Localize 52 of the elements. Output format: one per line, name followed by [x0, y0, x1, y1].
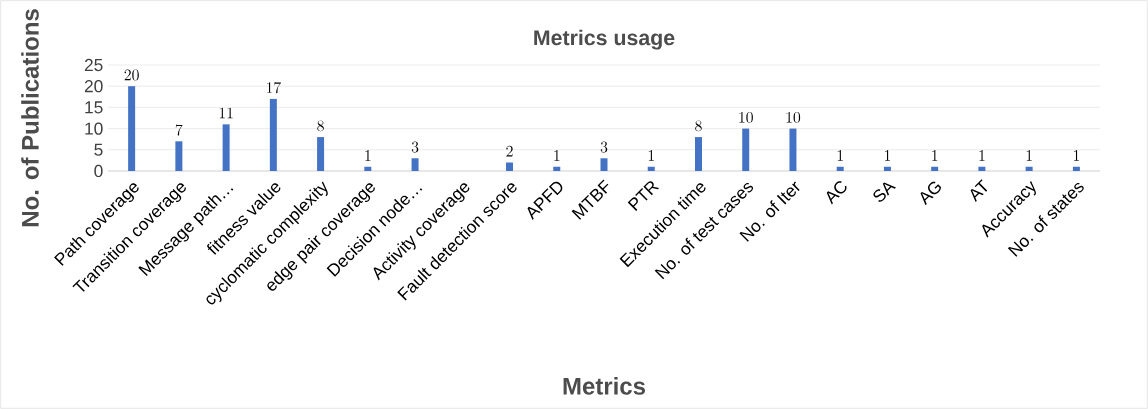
data-label: 1 — [365, 150, 371, 161]
bar — [128, 86, 136, 171]
bar — [883, 166, 891, 171]
bar — [222, 124, 230, 171]
bar — [1025, 166, 1033, 171]
data-label: 1 — [648, 150, 654, 161]
bar — [506, 162, 514, 171]
data-label: 1 — [1073, 150, 1080, 161]
bar — [364, 166, 372, 171]
y-tick-label: 20 — [84, 80, 103, 93]
data-label: 3 — [600, 141, 608, 153]
bar — [600, 158, 608, 171]
data-label: 10 — [739, 111, 753, 123]
y-tick-label: 25 — [84, 58, 103, 72]
bar — [411, 158, 419, 171]
data-label: 3 — [411, 141, 419, 153]
bar — [647, 166, 655, 171]
bar — [931, 166, 939, 171]
data-label: 10 — [786, 111, 801, 123]
data-label: 1 — [932, 150, 938, 161]
data-label: 1 — [1026, 150, 1032, 161]
chart-title: Metrics usage — [534, 29, 675, 50]
data-label: 7 — [175, 124, 183, 136]
bar — [836, 166, 844, 171]
data-label: 8 — [695, 120, 702, 132]
data-label: 1 — [837, 150, 843, 161]
bar — [175, 141, 183, 171]
data-label: 20 — [124, 69, 139, 81]
y-axis-title: No. of Publications — [21, 9, 39, 227]
data-label: 1 — [884, 150, 891, 161]
y-tick-label: 15 — [85, 101, 103, 114]
bar — [694, 137, 702, 171]
data-label: 11 — [219, 107, 233, 119]
bar — [269, 98, 277, 171]
bar — [1072, 166, 1080, 171]
data-label: 17 — [266, 82, 281, 94]
y-tick-label: 0 — [94, 164, 103, 178]
data-label: 1 — [979, 150, 985, 161]
x-tick-label: AG — [920, 181, 941, 206]
x-tick-label: SA — [873, 182, 896, 202]
data-label: 2 — [506, 145, 513, 157]
bar — [978, 166, 986, 171]
bar — [742, 128, 750, 171]
data-label: 1 — [554, 150, 560, 161]
bar — [553, 166, 561, 171]
data-label: 8 — [317, 120, 324, 132]
bar — [317, 137, 325, 171]
bar — [789, 128, 797, 171]
y-tick-label: 10 — [85, 122, 103, 135]
x-tick-label: AC — [826, 181, 847, 205]
x-axis-title: Metrics — [563, 377, 646, 395]
y-tick-label: 5 — [94, 143, 103, 156]
